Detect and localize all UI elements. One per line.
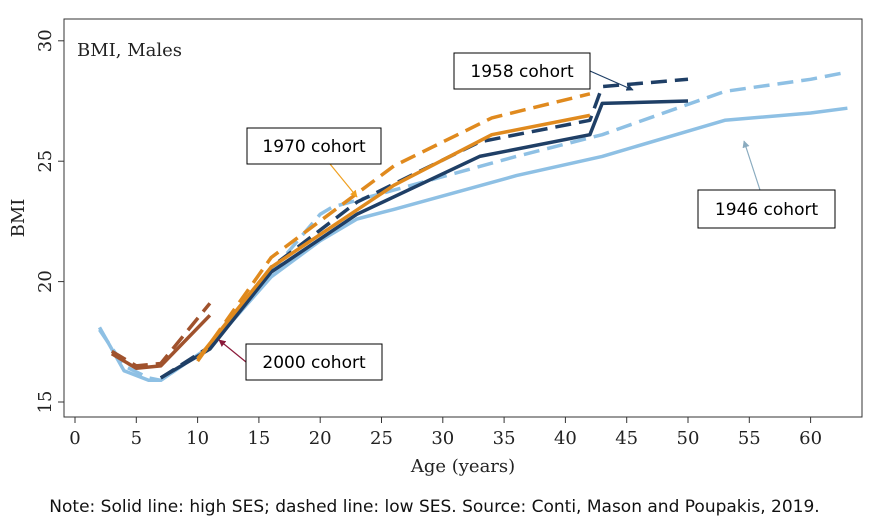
y-tick-label: 20 (35, 270, 56, 293)
callout-label: 1958 cohort (470, 62, 574, 82)
y-axis-label: BMI (8, 199, 29, 238)
x-tick-label: 15 (247, 428, 270, 449)
y-tick-label: 30 (35, 29, 56, 52)
y-tick-label: 25 (35, 150, 56, 173)
x-tick-label: 40 (554, 428, 577, 449)
x-tick-label: 35 (493, 428, 516, 449)
y-tick-label: 15 (35, 391, 56, 414)
series-1970-low-ses (196, 92, 591, 363)
series-2000-high-ses (110, 314, 212, 371)
series-2000-low-ses (110, 302, 212, 368)
series-lines (97, 70, 848, 383)
x-tick-label: 50 (677, 428, 700, 449)
callout-box (246, 127, 382, 165)
callout-arrow (742, 140, 761, 191)
series-1958-high-ses (159, 99, 689, 380)
callout-label: 1946 cohort (715, 200, 819, 220)
series-1958-low-ses (159, 77, 689, 380)
callout-box (453, 52, 591, 90)
callout-label: 2000 cohort (262, 353, 366, 373)
x-tick-label: 60 (799, 428, 822, 449)
x-tick-label: 25 (370, 428, 393, 449)
x-tick-label: 30 (431, 428, 454, 449)
x-axis-label: Age (years) (410, 456, 515, 477)
callout-arrow (589, 70, 634, 91)
callout-arrow (218, 339, 247, 363)
x-tick-label: 0 (69, 428, 80, 449)
footnote: Note: Solid line: high SES; dashed line:… (49, 497, 820, 517)
axis-ticks: 0 5 10 15 20 25 30 35 40 45 50 55 60 15 20 25 30 (35, 29, 822, 449)
callout-box (697, 189, 836, 229)
x-tick-label: 5 (131, 428, 142, 449)
x-tick-label: 55 (738, 428, 761, 449)
panel-title: BMI, Males (77, 40, 182, 61)
cohort-callouts: 1958 cohort 1970 cohort 1946 cohort 2000 co… (218, 52, 836, 381)
series-1946-high-ses (97, 106, 848, 383)
x-tick-label: 20 (309, 428, 332, 449)
x-tick-label: 45 (615, 428, 638, 449)
callout-box (245, 343, 383, 381)
callout-label: 1970 cohort (262, 137, 366, 157)
x-tick-label: 10 (186, 428, 209, 449)
bmi-chart: 0 5 10 15 20 25 30 35 40 45 50 55 60 15 20 25 30 BMI, Ma… (8, 18, 863, 477)
series-1970-high-ses (196, 113, 591, 360)
plot-frame (63, 18, 863, 418)
series-1946-low-ses (98, 70, 848, 383)
callout-arrow (329, 163, 358, 198)
